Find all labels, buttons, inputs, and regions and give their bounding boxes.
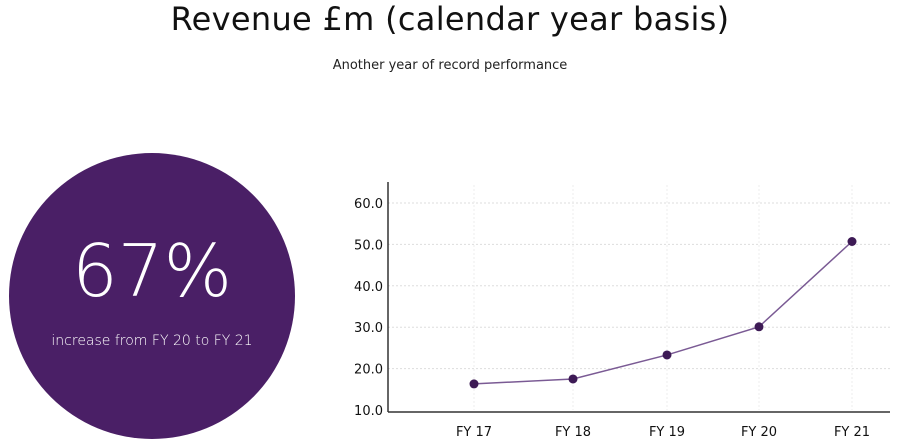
data-point — [662, 350, 672, 360]
y-tick-label: 30.0 — [354, 321, 383, 336]
data-point — [754, 322, 764, 332]
data-point — [847, 237, 857, 247]
y-tick-label: 40.0 — [354, 280, 383, 295]
y-tick-label: 10.0 — [354, 404, 383, 419]
page-subtitle: Another year of record performance — [332, 58, 568, 73]
highlight-circle: 67% increase from FY 20 to FY 21 — [9, 153, 295, 439]
data-point — [568, 374, 578, 384]
x-tick-label: FY 17 — [456, 425, 492, 440]
y-tick-label: 50.0 — [354, 238, 383, 253]
page-title: Revenue £m (calendar year basis) — [170, 0, 730, 38]
x-tick-label: FY 20 — [741, 425, 777, 440]
y-tick-label: 20.0 — [354, 363, 383, 378]
x-tick-label: FY 21 — [834, 425, 870, 440]
highlight-caption: increase from FY 20 to FY 21 — [51, 333, 253, 349]
y-tick-label: 60.0 — [354, 197, 383, 212]
data-point — [469, 379, 479, 389]
x-tick-label: FY 18 — [555, 425, 591, 440]
x-tick-label: FY 19 — [649, 425, 685, 440]
series-line — [473, 240, 853, 385]
highlight-value: 67% — [71, 229, 233, 313]
